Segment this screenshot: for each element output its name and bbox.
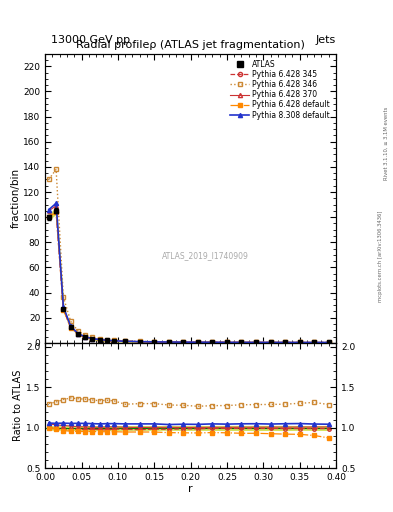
Legend: ATLAS, Pythia 6.428 345, Pythia 6.428 346, Pythia 6.428 370, Pythia 6.428 defaul: ATLAS, Pythia 6.428 345, Pythia 6.428 34…	[228, 57, 332, 122]
X-axis label: r: r	[188, 484, 193, 494]
Text: Rivet 3.1.10, ≥ 3.1M events: Rivet 3.1.10, ≥ 3.1M events	[384, 106, 389, 180]
Y-axis label: fraction/bin: fraction/bin	[10, 168, 20, 228]
Y-axis label: Ratio to ATLAS: Ratio to ATLAS	[13, 370, 23, 441]
Title: Radial profileρ (ATLAS jet fragmentation): Radial profileρ (ATLAS jet fragmentation…	[76, 40, 305, 50]
Text: 13000 GeV pp: 13000 GeV pp	[51, 34, 130, 45]
Text: mcplots.cern.ch [arXiv:1306.3436]: mcplots.cern.ch [arXiv:1306.3436]	[378, 210, 383, 302]
Text: ATLAS_2019_I1740909: ATLAS_2019_I1740909	[162, 251, 249, 261]
Text: Jets: Jets	[316, 34, 336, 45]
